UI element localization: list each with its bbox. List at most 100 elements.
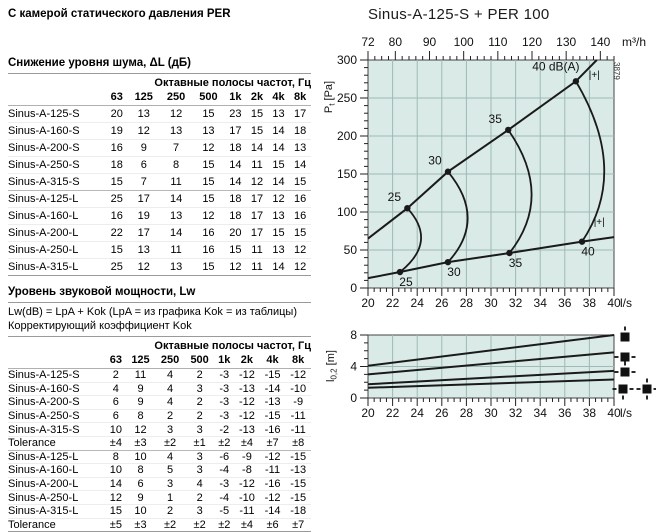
svg-text:30: 30	[428, 154, 442, 168]
table-row: Sinus-A-315-L 15 10 2 3 -5 -11 -14 -18	[8, 503, 311, 519]
value-cell: ±2	[155, 435, 185, 451]
row-label: Sinus-A-200-L	[8, 476, 106, 491]
value-cell: 14	[106, 476, 126, 491]
value-cell: 15	[289, 173, 311, 191]
svg-text:140: 140	[590, 35, 610, 49]
value-cell: -10	[285, 381, 311, 396]
table-row: Sinus-A-315-L 25 12 13 15 12 11 14 12	[8, 258, 311, 276]
value-cell: 3	[184, 422, 215, 437]
value-cell: ±2	[155, 517, 185, 532]
value-cell: 15	[192, 105, 225, 123]
value-cell: ±7	[285, 517, 311, 532]
value-cell: -11	[259, 463, 286, 478]
octave-bands-header: Октавные полосы частот, Гц	[154, 340, 311, 352]
power-section-title: Уровень звуковой мощности, Lw	[8, 286, 311, 303]
value-cell: 10	[106, 463, 126, 478]
value-cell: 17	[246, 207, 268, 225]
svg-text:22: 22	[386, 406, 400, 420]
svg-text:200: 200	[337, 129, 357, 143]
value-cell: 13	[289, 139, 311, 157]
table-row: Sinus-A-200-L 22 17 14 16 20 17 15 15	[8, 224, 311, 242]
value-cell: 2	[106, 368, 126, 383]
value-cell: 11	[159, 173, 193, 191]
value-cell: 7	[127, 173, 160, 191]
throw-4-way	[367, 378, 615, 389]
svg-text:80: 80	[389, 35, 403, 49]
row-label: Sinus-A-250-L	[8, 490, 106, 505]
value-cell: 6	[127, 156, 160, 174]
pattern-1-way-icon	[620, 326, 630, 342]
row-label: Sinus-A-250-S	[8, 156, 106, 174]
value-cell: 13	[267, 105, 290, 123]
value-cell: 4	[155, 395, 185, 410]
row-label: Tolerance	[8, 435, 106, 451]
svg-text:0: 0	[350, 391, 357, 405]
value-cell: -16	[259, 476, 286, 491]
svg-text:72: 72	[361, 35, 375, 49]
svg-text:25: 25	[388, 190, 402, 204]
dba-point-lower	[444, 258, 452, 266]
value-cell: 12	[224, 258, 247, 276]
table-row: Sinus-A-315-S 10 12 3 3 -2 -13 -16 -11	[8, 422, 311, 437]
freq-column-header: 4k	[267, 90, 290, 106]
value-cell: 13	[127, 241, 160, 259]
value-cell: -3	[214, 381, 235, 396]
value-cell: -12	[234, 395, 260, 410]
value-cell: 14	[267, 122, 290, 140]
svg-text:32: 32	[509, 406, 523, 420]
value-cell: -13	[234, 422, 260, 437]
value-cell: 12	[127, 122, 160, 140]
svg-text:28: 28	[460, 296, 474, 310]
svg-text:4: 4	[350, 360, 357, 374]
value-cell: 18	[224, 207, 247, 225]
svg-text:22: 22	[386, 296, 400, 310]
svg-text:150: 150	[337, 167, 357, 181]
value-cell: -14	[259, 503, 286, 519]
row-label: Sinus-A-125-L	[8, 449, 106, 464]
value-cell: 3	[155, 422, 185, 437]
charts-panel: 20 22 24 26 28 30 32 34 36 38 40 l/s050100150200250…	[323, 35, 656, 420]
value-cell: 20	[106, 105, 128, 123]
value-cell: 15	[106, 241, 128, 259]
duct-marker: |+|	[594, 217, 605, 228]
table-row: Sinus-A-160-L 10 8 5 3 -4 -8 -11 -13	[8, 463, 311, 478]
value-cell: 14	[267, 139, 290, 157]
row-label: Sinus-A-250-S	[8, 408, 106, 423]
row-label: Sinus-A-315-L	[8, 503, 106, 519]
svg-text:30: 30	[484, 296, 498, 310]
throw-1-way	[367, 334, 615, 367]
value-cell: 3	[184, 449, 215, 464]
value-cell: -18	[285, 503, 311, 519]
row-label: Sinus-A-200-L	[8, 224, 106, 242]
value-cell: 22	[106, 224, 128, 242]
x-axis-ticks: 20 22 24 26 28 30 32 34 36 38 40 l/s	[361, 398, 632, 420]
value-cell: -3	[214, 395, 235, 410]
pattern-4-way-a-icon	[612, 384, 634, 400]
value-cell: 2	[184, 368, 215, 383]
freq-column-header: 500	[184, 353, 215, 369]
value-cell: -14	[259, 381, 286, 396]
fan-curve-lower	[367, 236, 615, 280]
dba-point-upper	[444, 168, 452, 175]
svg-text:38: 38	[583, 296, 597, 310]
svg-text:m³/h: m³/h	[622, 35, 646, 49]
value-cell: -4	[214, 463, 235, 478]
value-cell: 20	[224, 224, 247, 242]
svg-text:50: 50	[344, 243, 358, 257]
value-cell: 12	[246, 173, 268, 191]
pattern-3-way-icon	[614, 361, 636, 377]
value-cell: 15	[106, 173, 128, 191]
table-row: Sinus-A-200-S 6 9 4 2 -3 -12 -13 -9	[8, 395, 311, 410]
value-cell: 4	[155, 368, 185, 383]
value-cell: 12	[125, 422, 156, 437]
freq-column-header: 250	[155, 353, 185, 369]
value-cell: 13	[159, 207, 193, 225]
value-cell: -2	[214, 422, 235, 437]
value-cell: 2	[155, 408, 185, 423]
value-cell: 15	[224, 241, 247, 259]
value-cell: 16	[192, 241, 225, 259]
value-cell: -6	[214, 449, 235, 464]
svg-text:34: 34	[534, 296, 548, 310]
freq-column-header: 4k	[259, 353, 286, 369]
value-cell: -3	[214, 368, 235, 383]
